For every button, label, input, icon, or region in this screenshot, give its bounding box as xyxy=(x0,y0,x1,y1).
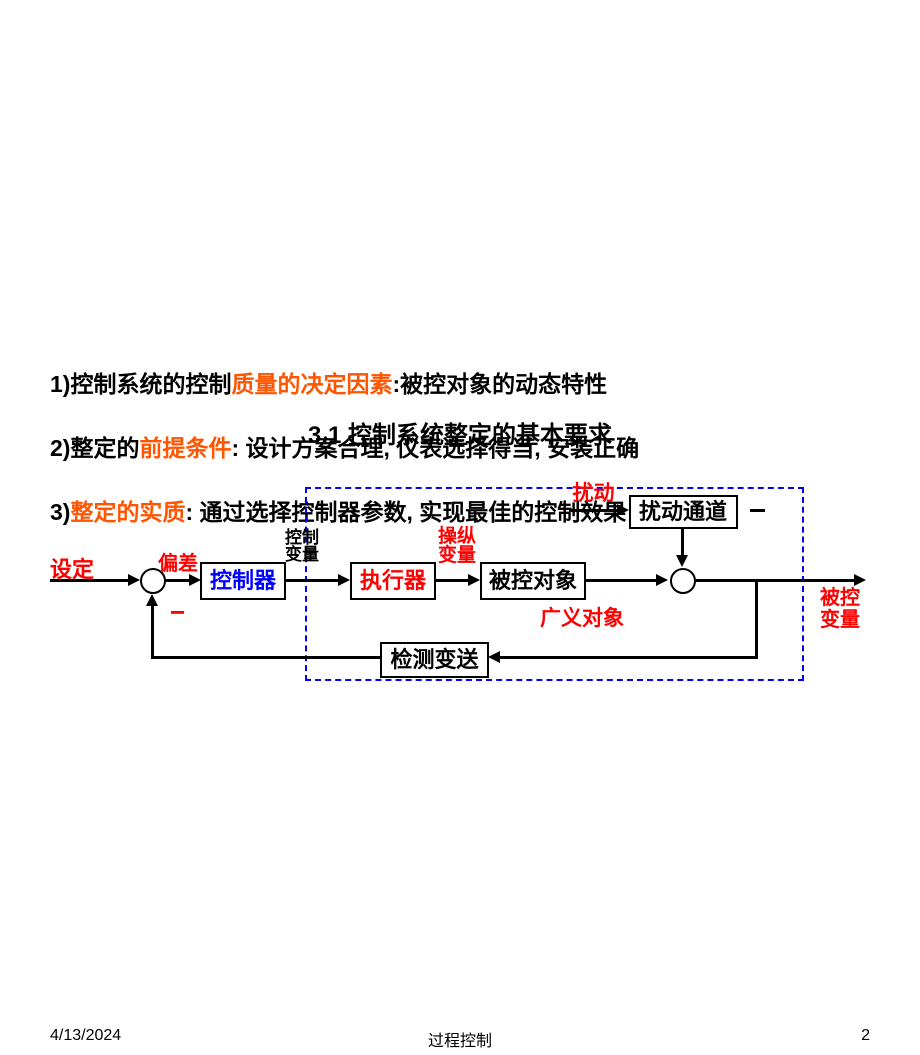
p1-pre: 控制系统的控制 xyxy=(70,371,231,397)
manip-l1: 操纵 xyxy=(438,526,476,547)
arrow-setpoint xyxy=(50,579,130,582)
gen-obj-label: 广义对象 xyxy=(540,602,624,632)
slide: 3.1 控制系统整定的基本要求 扰动通道 控制器 执行器 被控对象 检测变送 设… xyxy=(0,365,920,1055)
slide-title: 3.1 控制系统整定的基本要求 xyxy=(0,415,920,450)
arrow-sum1-ctrl xyxy=(164,579,191,582)
p1-hl: 质量的决定因素 xyxy=(231,371,392,397)
arrow-output xyxy=(696,579,856,582)
line-fb-to-sensor xyxy=(498,656,758,659)
p1-post: :被控对象的动态特性 xyxy=(392,371,607,397)
line-dist-down xyxy=(681,527,684,557)
manip-var-label: 操纵 变量 xyxy=(438,527,476,565)
footer-mid: 过程控制 xyxy=(50,1027,870,1051)
arrow-ctrl-act xyxy=(284,579,340,582)
ctrl-var-label: 控制 变量 xyxy=(285,529,319,563)
sum-junction-2 xyxy=(670,568,696,594)
point-1: 1)控制系统的控制质量的决定因素:被控对象的动态特性 xyxy=(50,365,870,399)
plant-box: 被控对象 xyxy=(480,562,586,600)
arrow-plant-sum2 xyxy=(584,579,658,582)
arrow-disturb-in xyxy=(569,509,619,512)
line-dist-h xyxy=(750,509,765,512)
out-l2: 变量 xyxy=(820,609,860,631)
manip-l2: 变量 xyxy=(438,545,476,566)
line-fb-up xyxy=(151,604,154,659)
footer-page: 2 xyxy=(861,1027,870,1045)
controller-box: 控制器 xyxy=(200,562,286,600)
output-label: 被控 变量 xyxy=(820,587,860,631)
p1-prefix: 1) xyxy=(50,371,70,397)
error-label: 偏差 xyxy=(158,547,198,576)
block-diagram: 扰动通道 控制器 执行器 被控对象 检测变送 设定 偏差 控制 变量 操纵 变量… xyxy=(50,467,865,697)
arrow-act-plant xyxy=(434,579,470,582)
line-fb-down xyxy=(755,579,758,659)
disturb-label: 扰动 xyxy=(573,477,615,507)
ctrl-var-l2: 变量 xyxy=(285,545,319,564)
sensor-box: 检测变送 xyxy=(380,642,489,678)
out-l1: 被控 xyxy=(820,587,860,609)
line-fb-from-sensor xyxy=(151,656,380,659)
actuator-box: 执行器 xyxy=(350,562,436,600)
disturbance-channel-box: 扰动通道 xyxy=(629,495,738,529)
minus-label: − xyxy=(170,597,185,628)
